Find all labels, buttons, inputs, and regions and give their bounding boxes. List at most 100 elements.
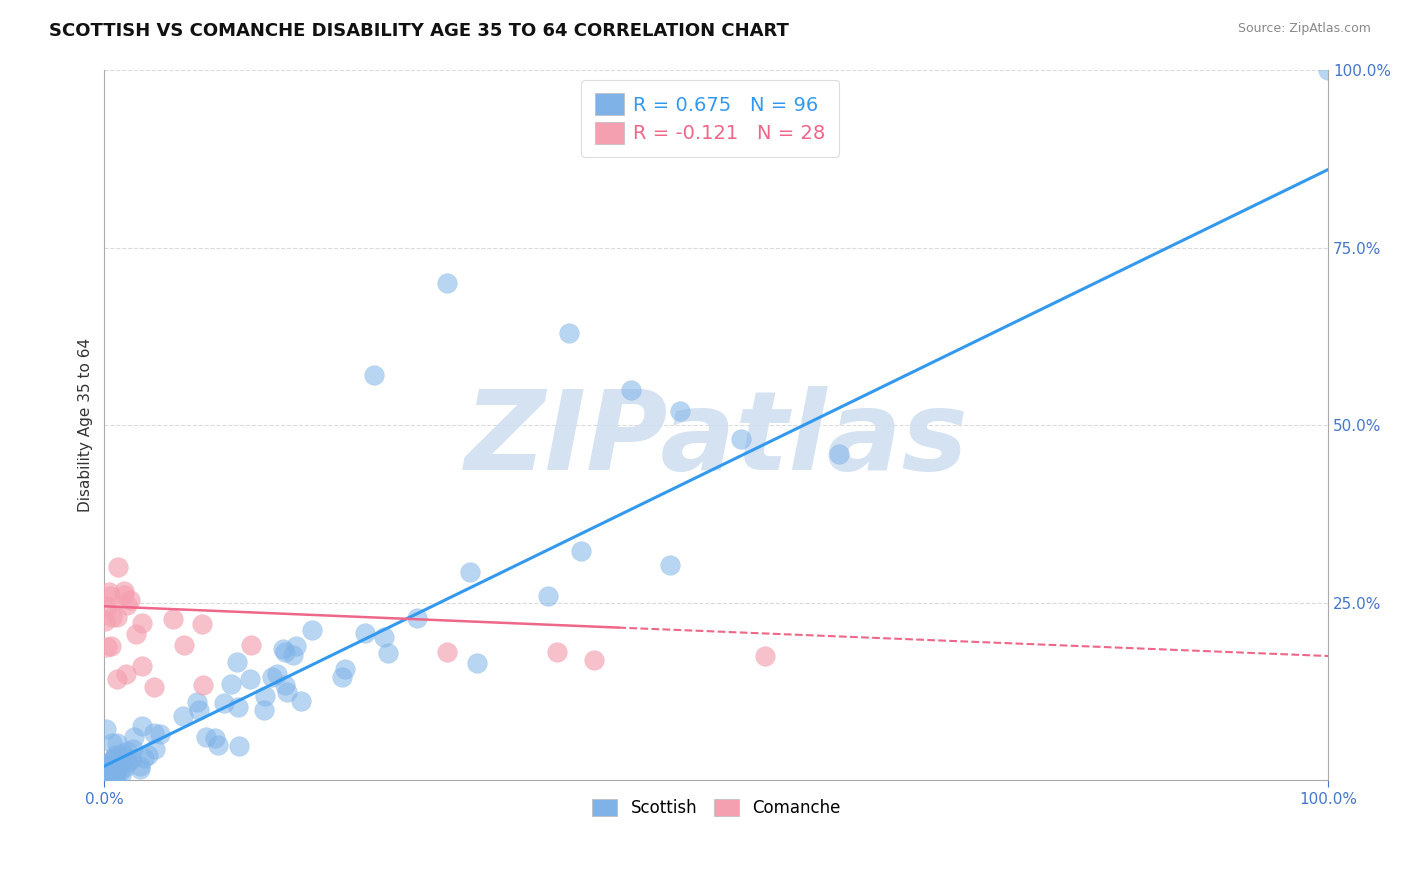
Point [115, 598, 138, 612]
Point [108, 764, 131, 779]
Point [373, 630, 395, 644]
Point [103, 773, 125, 788]
Point [114, 760, 136, 774]
Point [98, 763, 121, 777]
Point [219, 677, 242, 691]
Point [94, 722, 117, 736]
Point [94, 764, 117, 779]
Text: ZIPatlas: ZIPatlas [464, 386, 969, 493]
Point [112, 588, 135, 602]
Point [98, 758, 121, 772]
Point [186, 695, 208, 709]
Point [105, 673, 128, 687]
Point [105, 736, 128, 750]
Point [120, 752, 142, 766]
Point [105, 763, 128, 777]
Text: Source: ZipAtlas.com: Source: ZipAtlas.com [1237, 22, 1371, 36]
Point [290, 694, 312, 708]
Point [104, 773, 127, 788]
Point [131, 719, 153, 733]
Point [115, 744, 138, 758]
Point [284, 639, 307, 653]
Point [465, 656, 488, 670]
Point [117, 755, 139, 769]
Point [94, 614, 117, 628]
Point [143, 742, 166, 756]
Point [125, 627, 148, 641]
Point [100, 773, 122, 788]
Point [112, 584, 135, 599]
Point [620, 383, 643, 397]
Y-axis label: Disability Age 35 to 64: Disability Age 35 to 64 [79, 338, 93, 512]
Point [266, 667, 288, 681]
Point [98, 585, 121, 599]
Point [115, 748, 138, 763]
Point [138, 747, 160, 762]
Point [105, 609, 128, 624]
Point [100, 760, 122, 774]
Point [142, 726, 165, 740]
Point [260, 670, 283, 684]
Point [100, 589, 122, 603]
Point [97, 756, 120, 770]
Point [301, 624, 323, 638]
Point [105, 761, 128, 775]
Point [103, 752, 125, 766]
Point [659, 558, 682, 572]
Point [558, 326, 581, 340]
Point [582, 652, 605, 666]
Point [101, 736, 124, 750]
Point [112, 746, 135, 760]
Point [173, 638, 195, 652]
Point [110, 757, 132, 772]
Point [100, 764, 122, 778]
Point [330, 669, 353, 683]
Point [100, 639, 122, 653]
Point [225, 655, 247, 669]
Point [226, 699, 249, 714]
Point [827, 447, 849, 461]
Point [239, 673, 262, 687]
Point [191, 617, 214, 632]
Point [100, 761, 122, 775]
Point [96, 599, 118, 614]
Point [195, 730, 218, 744]
Point [110, 768, 132, 782]
Point [131, 659, 153, 673]
Point [187, 703, 209, 717]
Point [103, 765, 125, 780]
Point [104, 768, 127, 782]
Point [204, 731, 226, 745]
Point [103, 763, 125, 777]
Point [94, 770, 117, 784]
Point [191, 678, 214, 692]
Point [98, 759, 121, 773]
Point [96, 773, 118, 788]
Text: SCOTTISH VS COMANCHE DISABILITY AGE 35 TO 64 CORRELATION CHART: SCOTTISH VS COMANCHE DISABILITY AGE 35 T… [49, 22, 789, 40]
Point [730, 433, 752, 447]
Point [458, 566, 481, 580]
Point [377, 646, 399, 660]
Point [103, 751, 125, 765]
Point [115, 666, 138, 681]
Point [668, 404, 690, 418]
Point [121, 741, 143, 756]
Point [240, 638, 263, 652]
Point [94, 772, 117, 786]
Point [253, 703, 276, 717]
Point [132, 751, 155, 765]
Point [100, 765, 122, 780]
Point [97, 760, 120, 774]
Point [253, 690, 276, 704]
Point [436, 645, 458, 659]
Point [101, 610, 124, 624]
Point [406, 611, 429, 625]
Point [107, 747, 129, 762]
Point [436, 276, 458, 290]
Point [333, 662, 356, 676]
Point [754, 648, 776, 663]
Point [103, 757, 125, 772]
Point [143, 680, 166, 694]
Point [283, 648, 305, 662]
Point [354, 625, 377, 640]
